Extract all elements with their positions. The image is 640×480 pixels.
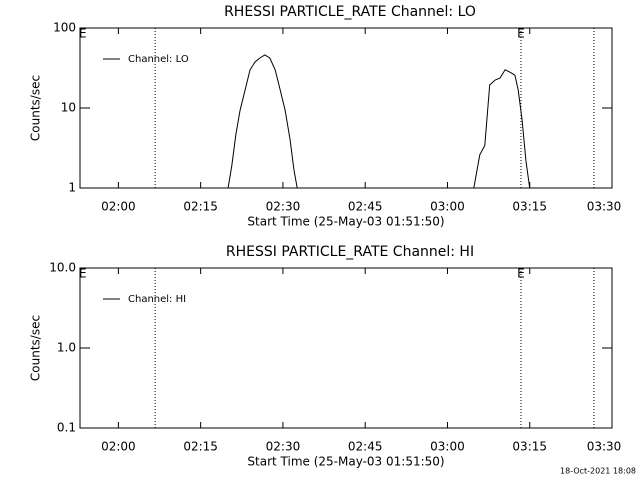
chart-title: RHESSI PARTICLE_RATE Channel: LO: [224, 4, 476, 20]
x-tick-label: 03:00: [430, 440, 465, 454]
annotation: E: [79, 267, 87, 281]
x-tick-label: 03:15: [512, 200, 547, 214]
chart-title: RHESSI PARTICLE_RATE Channel: HI: [226, 244, 474, 260]
x-tick-label: 02:15: [183, 440, 218, 454]
x-tick-label: 02:15: [183, 200, 218, 214]
x-axis-label: Start Time (25-May-03 01:51:50): [247, 215, 444, 229]
annotation: E: [517, 27, 525, 41]
x-tick-label: 02:00: [101, 200, 136, 214]
y-axis-label: Counts/sec: [29, 75, 43, 141]
y-tick-label: 10.0: [49, 261, 76, 275]
x-tick-label: 02:30: [266, 200, 301, 214]
x-tick-label: 03:30: [587, 440, 622, 454]
annotation: E: [79, 27, 87, 41]
legend-label: Channel: HI: [128, 294, 186, 305]
y-tick-label: 1: [68, 181, 76, 195]
x-tick-label: 02:45: [348, 200, 383, 214]
x-tick-label: 03:30: [587, 200, 622, 214]
x-tick-label: 02:30: [266, 440, 301, 454]
legend-label: Channel: LO: [128, 54, 189, 65]
y-tick-label: 1.0: [57, 341, 76, 355]
footer: 18-Oct-2021 18:08: [560, 467, 636, 476]
x-tick-label: 02:45: [348, 440, 383, 454]
y-axis-label: Counts/sec: [29, 315, 43, 381]
series-line: [227, 54, 531, 188]
x-tick-label: 03:00: [430, 200, 465, 214]
y-tick-label: 10: [61, 101, 76, 115]
x-axis-label: Start Time (25-May-03 01:51:50): [247, 455, 444, 469]
y-tick-label: 100: [53, 21, 76, 35]
annotation: E: [517, 267, 525, 281]
y-tick-label: 0.1: [57, 421, 76, 435]
x-tick-label: 02:00: [101, 440, 136, 454]
x-tick-label: 03:15: [512, 440, 547, 454]
